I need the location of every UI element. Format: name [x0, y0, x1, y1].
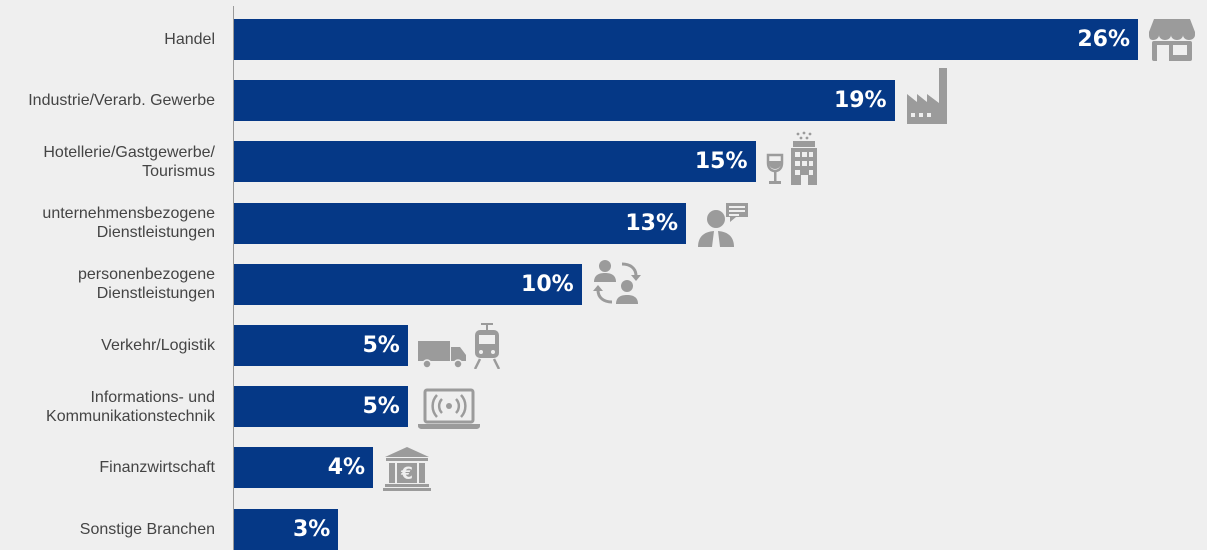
category-axis-line [233, 6, 234, 550]
bar-value-label: 10% [521, 271, 574, 297]
bar [234, 386, 408, 428]
bar-value-label: 4% [327, 455, 366, 481]
bar-value-label: 13% [625, 210, 678, 236]
bar-value-label: 15% [694, 149, 748, 175]
bar-value-label: 5% [362, 333, 400, 358]
category-label: Industrie/Verarb. Gewerbe [28, 92, 215, 110]
category-label: personenbezogene Dienstleistungen [77, 266, 215, 303]
category-label: Verkehr/Logistik [101, 337, 215, 354]
bar [234, 19, 1138, 60]
bank-euro-icon: € [383, 445, 432, 492]
factory-icon [905, 68, 951, 125]
bar-value-label: 5% [362, 394, 400, 420]
wine-glass-icon [766, 153, 784, 185]
bar [234, 202, 686, 244]
bar [234, 508, 339, 550]
people-exchange-icon [592, 258, 642, 308]
business-person-icon [696, 201, 752, 247]
bar [234, 325, 408, 366]
category-label: Hotellerie/Gastgewerbe/ Tourismus [43, 143, 215, 180]
bar-value-label: 3% [292, 516, 331, 542]
category-label: Handel [164, 31, 215, 48]
svg-text:€: € [400, 464, 413, 484]
laptop-wireless-icon [417, 388, 480, 430]
category-label: Informations- und Kommunikationstechnik [46, 388, 215, 425]
bar [234, 80, 895, 122]
category-label: Sonstige Branchen [79, 520, 215, 538]
bar [234, 447, 374, 489]
bar [234, 263, 582, 305]
category-label: Finanzwirtschaft [99, 459, 215, 477]
shop-icon [1148, 17, 1196, 63]
bar [234, 141, 756, 183]
bar-value-label: 19% [833, 88, 887, 114]
truck-icon [417, 339, 468, 369]
hotel-icon [788, 131, 820, 186]
category-label: unternehmensbezogene Dienstleistungen [42, 205, 215, 242]
bar-value-label: 26% [1077, 27, 1130, 52]
train-icon [472, 323, 502, 369]
